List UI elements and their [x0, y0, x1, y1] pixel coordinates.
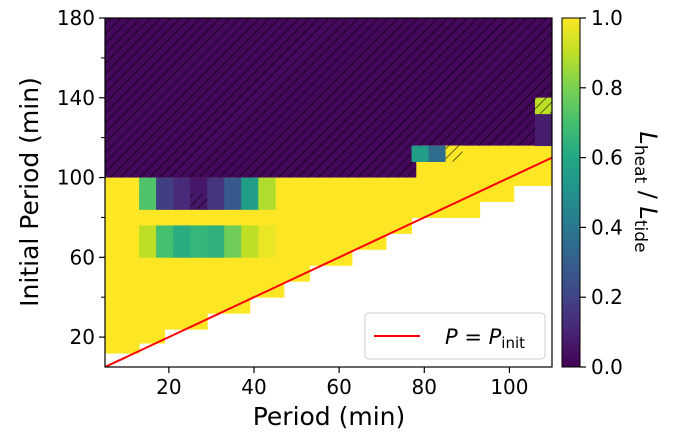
colorbar-tick-label: 0.4 — [591, 215, 623, 239]
heatmap-cell — [156, 177, 174, 194]
heatmap-cell — [258, 193, 276, 210]
heatmap-cell — [224, 225, 242, 242]
heatmap-cell-hatch — [534, 97, 552, 114]
heatmap-hatch-overlay — [105, 18, 417, 178]
colorbar-tick-label: 0.6 — [591, 146, 623, 170]
heatmap-cell — [241, 177, 259, 194]
colorbar-label: Lheat / Ltide — [630, 131, 662, 252]
y-tick-label: 20 — [70, 325, 95, 349]
heatmap-hatch-overlay — [415, 18, 536, 146]
plot-area — [105, 18, 552, 367]
heatmap-cell — [156, 193, 174, 210]
y-tick-label: 180 — [57, 6, 95, 30]
x-axis-label: Period (min) — [253, 402, 406, 431]
legend: P = Pinit — [364, 312, 546, 360]
heatmap-cell — [207, 225, 225, 242]
x-tick-label: 20 — [156, 375, 181, 399]
colorbar-label-sep: / — [634, 183, 662, 206]
heatmap-cell — [258, 241, 276, 258]
legend-label-eq: = — [458, 325, 489, 349]
colorbar-label-heat: heat — [630, 145, 650, 184]
x-axis-ticks: 20 40 60 80 100 — [156, 367, 529, 399]
heatmap-cell — [224, 177, 242, 194]
colorbar-label-l2: L — [634, 207, 662, 220]
heatmap-region-cell — [411, 177, 417, 218]
colorbar-ticks: 0.0 0.2 0.4 0.6 0.8 1.0 — [580, 6, 623, 379]
colorbar-tick-label: 1.0 — [591, 6, 623, 30]
heatmap-region-cell — [479, 145, 515, 202]
heatmap-cell — [207, 193, 225, 210]
heatmap-cell — [190, 241, 208, 258]
y-tick-label: 140 — [57, 86, 95, 110]
legend-label-pinit: P — [489, 325, 502, 349]
heatmap-cell-hatch — [190, 193, 208, 210]
x-tick-label: 40 — [241, 375, 266, 399]
heatmap-cell — [173, 241, 191, 258]
heatmap-cell — [190, 177, 208, 194]
y-axis-label: Initial Period (min) — [15, 77, 44, 307]
colorbar-tick-label: 0.8 — [591, 76, 623, 100]
heatmap-cell — [139, 225, 157, 242]
legend-box — [364, 312, 546, 360]
legend-label-init: init — [501, 334, 525, 352]
heatmap-cell — [428, 145, 446, 162]
heatmap-region-cell — [309, 177, 353, 266]
heatmap-cell — [173, 177, 191, 194]
heatmap-cell — [139, 177, 157, 194]
heatmap-region-cell — [283, 177, 310, 282]
heatmap-cell — [207, 241, 225, 258]
heatmap-cell — [224, 241, 242, 258]
heatmap-cell — [156, 225, 174, 242]
heatmap-region-cell — [513, 145, 536, 187]
y-tick-label: 100 — [57, 166, 95, 190]
colorbar-tick-label: 0.0 — [591, 355, 623, 379]
colorbar-label-tide: tide — [630, 220, 650, 253]
heatmap-cells — [139, 97, 552, 258]
heatmap-cell — [190, 225, 208, 242]
heatmap-cell — [258, 225, 276, 242]
heatmap-cell — [534, 113, 552, 131]
colorbar-tick-label: 0.2 — [591, 285, 623, 309]
heatmap-cell — [534, 129, 552, 147]
colorbar-label-l1: L — [634, 131, 662, 144]
heatmap-cell — [173, 193, 191, 210]
heatmap-region-cell — [105, 177, 140, 354]
series-line-p-equals-pinit — [105, 156, 552, 367]
heatmap-cell — [411, 145, 429, 162]
y-tick-label: 60 — [70, 245, 95, 269]
heatmap-cell — [241, 241, 259, 258]
heatmap-cell — [224, 193, 242, 210]
heatmap-cell-hatch — [445, 145, 463, 162]
legend-label: P = Pinit — [445, 325, 525, 352]
heatmap-cell — [173, 225, 191, 242]
series-layer — [105, 156, 552, 367]
heatmap-cell — [258, 177, 276, 194]
y-axis-ticks: 20 60 100 140 180 — [57, 6, 105, 349]
heatmap-hatch-overlay — [534, 18, 552, 98]
heatmap-region-cell — [351, 177, 387, 250]
heatmap-cell — [139, 193, 157, 210]
x-tick-label: 80 — [412, 375, 437, 399]
colorbar: 0.0 0.2 0.4 0.6 0.8 1.0 Lheat / Ltide — [561, 6, 662, 379]
x-tick-label: 60 — [326, 375, 351, 399]
heatmap-cell — [241, 225, 259, 242]
plot-frame — [104, 17, 553, 368]
heatmap-cell — [156, 241, 174, 258]
colorbar-gradient — [561, 17, 581, 368]
heatmap-cell — [241, 193, 259, 210]
x-tick-label: 100 — [490, 375, 528, 399]
legend-label-p: P — [445, 325, 458, 349]
heatmap-cell — [207, 177, 225, 194]
heatmap-cell — [139, 241, 157, 258]
